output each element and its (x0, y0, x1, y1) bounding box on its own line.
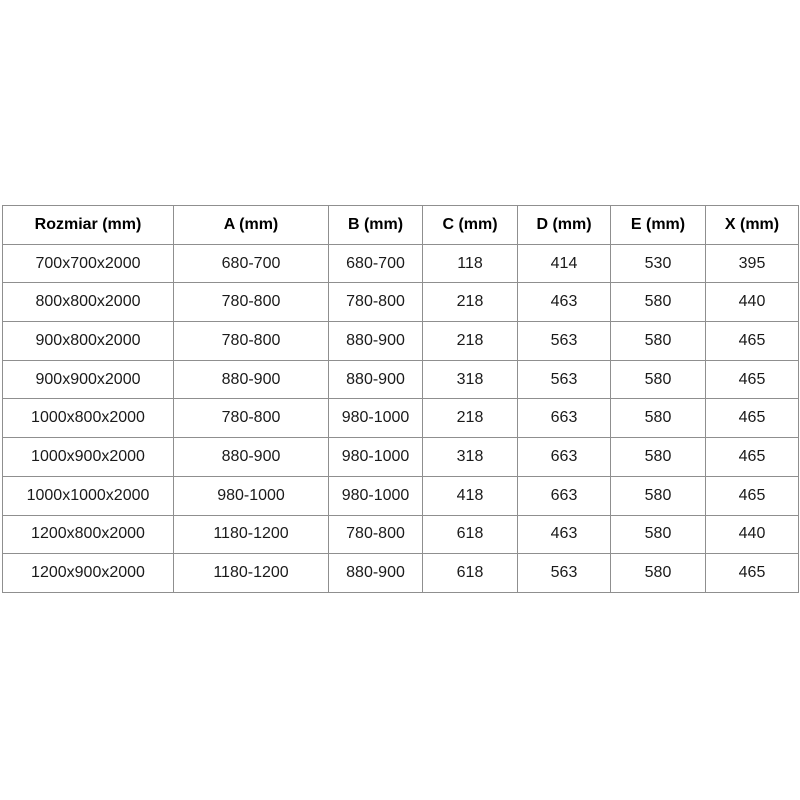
table-cell: 780-800 (173, 398, 329, 439)
table-cell: 700x700x2000 (2, 243, 174, 284)
header-cell: B (mm) (328, 205, 423, 245)
table-cell: 580 (610, 437, 706, 477)
size-table-body: 700x700x2000 680-700 680-700 118 414 530 395 80… (2, 243, 799, 593)
table-cell: 980-1000 (173, 475, 329, 516)
table-cell: 465 (705, 475, 799, 516)
header-cell: Rozmiar (mm) (2, 205, 174, 245)
table-cell: 1200x800x2000 (2, 514, 174, 555)
table-cell: 1000x800x2000 (2, 398, 174, 439)
table-cell: 980-1000 (328, 398, 423, 439)
header-cell: X (mm) (705, 205, 799, 245)
table-row: 900x800x2000 780-800 880-900 218 563 580 465 (2, 321, 799, 361)
table-cell: 618 (422, 514, 518, 555)
table-cell: 563 (517, 553, 611, 593)
table-cell: 1180-1200 (173, 553, 329, 593)
table-row: 700x700x2000 680-700 680-700 118 414 530 395 (2, 243, 799, 284)
table-cell: 580 (610, 475, 706, 516)
table-cell: 318 (422, 437, 518, 477)
table-cell: 680-700 (173, 243, 329, 284)
table-cell: 663 (517, 437, 611, 477)
table-cell: 563 (517, 321, 611, 361)
table-cell: 530 (610, 243, 706, 284)
table-cell: 414 (517, 243, 611, 284)
table-cell: 465 (705, 553, 799, 593)
table-cell: 980-1000 (328, 475, 423, 516)
table-cell: 780-800 (173, 321, 329, 361)
size-table: Rozmiar (mm) A (mm) B (mm) C (mm) D (mm) E (m… (2, 205, 799, 593)
table-row: 1200x800x2000 1180-1200 780-800 618 463 580 44… (2, 514, 799, 555)
table-cell: 618 (422, 553, 518, 593)
table-row: 1000x800x2000 780-800 980-1000 218 663 580 465 (2, 398, 799, 439)
table-cell: 580 (610, 282, 706, 323)
table-cell: 1000x1000x2000 (2, 475, 174, 516)
table-cell: 800x800x2000 (2, 282, 174, 323)
size-table-header: Rozmiar (mm) A (mm) B (mm) C (mm) D (mm) E (m… (2, 205, 799, 245)
table-cell: 580 (610, 398, 706, 439)
table-cell: 900x800x2000 (2, 321, 174, 361)
table-cell: 218 (422, 321, 518, 361)
table-cell: 780-800 (173, 282, 329, 323)
table-cell: 318 (422, 359, 518, 400)
table-cell: 1180-1200 (173, 514, 329, 555)
table-row: 900x900x2000 880-900 880-900 318 563 580 465 (2, 359, 799, 400)
header-cell: E (mm) (610, 205, 706, 245)
table-cell: 580 (610, 321, 706, 361)
header-row: Rozmiar (mm) A (mm) B (mm) C (mm) D (mm) E (m… (2, 205, 799, 245)
table-cell: 780-800 (328, 514, 423, 555)
table-cell: 900x900x2000 (2, 359, 174, 400)
table-cell: 118 (422, 243, 518, 284)
table-cell: 580 (610, 359, 706, 400)
table-cell: 680-700 (328, 243, 423, 284)
table-row: 1000x1000x2000 980-1000 980-1000 418 663 580 4… (2, 475, 799, 516)
table-cell: 880-900 (328, 553, 423, 593)
table-cell: 440 (705, 514, 799, 555)
table-cell: 580 (610, 553, 706, 593)
table-cell: 880-900 (173, 359, 329, 400)
table-row: 800x800x2000 780-800 780-800 218 463 580 440 (2, 282, 799, 323)
header-cell: D (mm) (517, 205, 611, 245)
table-cell: 218 (422, 282, 518, 323)
table-cell: 395 (705, 243, 799, 284)
table-cell: 880-900 (328, 321, 423, 361)
table-cell: 465 (705, 398, 799, 439)
table-cell: 663 (517, 475, 611, 516)
table-cell: 580 (610, 514, 706, 555)
table-row: 1000x900x2000 880-900 980-1000 318 663 580 465 (2, 437, 799, 477)
table-cell: 880-900 (328, 359, 423, 400)
table-cell: 418 (422, 475, 518, 516)
table-cell: 1200x900x2000 (2, 553, 174, 593)
size-table-container: Rozmiar (mm) A (mm) B (mm) C (mm) D (mm) E (m… (2, 205, 799, 593)
table-cell: 663 (517, 398, 611, 439)
table-row: 1200x900x2000 1180-1200 880-900 618 563 580 46… (2, 553, 799, 593)
table-cell: 880-900 (173, 437, 329, 477)
table-cell: 980-1000 (328, 437, 423, 477)
table-cell: 465 (705, 437, 799, 477)
table-cell: 463 (517, 282, 611, 323)
table-cell: 463 (517, 514, 611, 555)
table-cell: 1000x900x2000 (2, 437, 174, 477)
header-cell: A (mm) (173, 205, 329, 245)
table-cell: 465 (705, 359, 799, 400)
table-cell: 440 (705, 282, 799, 323)
table-cell: 780-800 (328, 282, 423, 323)
table-cell: 563 (517, 359, 611, 400)
header-cell: C (mm) (422, 205, 518, 245)
table-cell: 465 (705, 321, 799, 361)
table-cell: 218 (422, 398, 518, 439)
